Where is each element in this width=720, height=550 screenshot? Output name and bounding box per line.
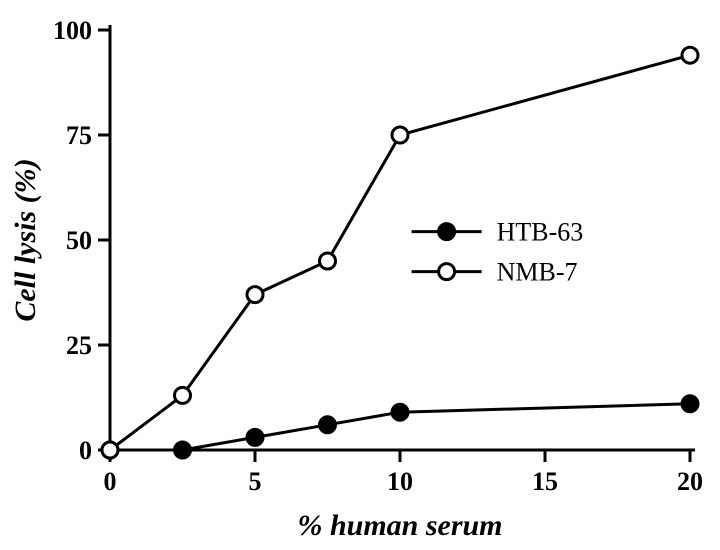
legend-marker [439,224,455,240]
marker-HTB-63 [175,442,191,458]
y-tick-label: 50 [66,226,92,255]
marker-HTB-63 [320,417,336,433]
y-tick-label: 25 [66,331,92,360]
marker-NMB-7 [392,127,408,143]
y-tick-label: 0 [79,436,92,465]
legend-label: NMB-7 [497,258,578,287]
marker-HTB-63 [247,429,263,445]
chart-svg: 0 5 10 15 20 0 25 50 75 100 % human serum Cell lysi… [0,0,720,550]
x-tick-label: 0 [104,467,117,496]
legend-marker [439,264,455,280]
x-tick-label: 5 [249,467,262,496]
x-tick-label: 15 [532,467,558,496]
x-axis-title: % human serum [297,509,502,542]
marker-NMB-7 [247,287,263,303]
marker-HTB-63 [392,404,408,420]
legend-label: HTB-63 [497,218,584,247]
marker-NMB-7 [175,387,191,403]
y-tick-label: 100 [53,16,92,45]
y-axis-title: Cell lysis (%) [9,158,42,321]
y-tick-label: 75 [66,121,92,150]
marker-NMB-7 [320,253,336,269]
x-tick-label: 10 [387,467,413,496]
cell-lysis-chart: 0 5 10 15 20 0 25 50 75 100 % human serum Cell lysi… [0,0,720,550]
marker-NMB-7 [682,47,698,63]
x-tick-label: 20 [677,467,703,496]
marker-NMB-7 [102,442,118,458]
series-line-NMB-7 [110,55,690,450]
marker-HTB-63 [682,396,698,412]
